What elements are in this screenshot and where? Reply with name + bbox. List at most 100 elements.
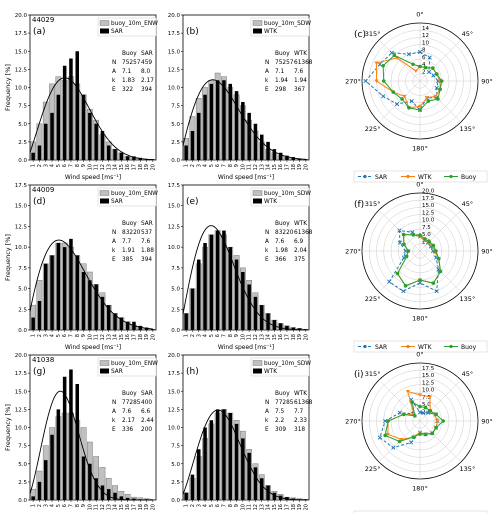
point-sar bbox=[431, 73, 436, 78]
point-buoy bbox=[386, 419, 390, 423]
table-cell: A bbox=[112, 409, 116, 415]
point-buoy bbox=[436, 256, 441, 261]
legend-swatch-sar bbox=[100, 28, 109, 34]
radial-tick-label: 14 bbox=[422, 26, 429, 32]
radial-tick-label: 2 bbox=[422, 69, 426, 75]
table-cell: 1.91 bbox=[122, 248, 135, 254]
point-buoy bbox=[401, 232, 406, 237]
y-tick-label: 17.5 bbox=[168, 371, 181, 377]
x-tick-label: 9 bbox=[234, 334, 240, 337]
table-cell: E bbox=[265, 87, 269, 93]
point-buoy bbox=[418, 404, 422, 409]
x-tick-label: 2 bbox=[37, 334, 43, 337]
point-buoy bbox=[400, 97, 404, 101]
point-sar bbox=[421, 410, 426, 416]
x-tick-label: 20 bbox=[303, 164, 309, 170]
point-buoy bbox=[418, 233, 422, 237]
x-tick-label: 15 bbox=[272, 504, 278, 510]
x-tick-label: 12 bbox=[100, 504, 106, 510]
x-tick-label: 19 bbox=[144, 164, 150, 170]
table-cell: N bbox=[265, 60, 269, 66]
table-cell: 7.5 bbox=[275, 409, 285, 415]
bar-sar bbox=[50, 434, 54, 500]
bar-wtk bbox=[247, 284, 251, 330]
table-cell: k bbox=[112, 248, 116, 254]
legend-label: SAR bbox=[111, 29, 123, 35]
x-tick-label: 8 bbox=[75, 504, 81, 507]
bar-sar bbox=[56, 409, 61, 500]
radial-tick-label: 7.5 bbox=[422, 395, 431, 401]
x-tick-label: 13 bbox=[259, 504, 265, 510]
point-sar bbox=[417, 280, 423, 286]
x-tick-label: 2 bbox=[37, 164, 43, 167]
x-tick-label: 12 bbox=[253, 504, 259, 510]
y-tick-label: 12.5 bbox=[15, 224, 28, 230]
point-buoy bbox=[428, 408, 433, 413]
table-cell: E bbox=[265, 257, 269, 263]
point-wtk bbox=[418, 393, 422, 397]
polar-grid-spoke bbox=[419, 80, 462, 123]
legend-label: WTK bbox=[264, 29, 277, 35]
point-sar bbox=[397, 410, 403, 415]
x-tick-label: 10 bbox=[240, 164, 246, 170]
radial-tick-label: 10.0 bbox=[422, 388, 435, 394]
point-buoy bbox=[403, 284, 408, 288]
x-tick-label: 7 bbox=[68, 504, 74, 507]
y-tick-label: 15.0 bbox=[168, 204, 181, 210]
table-header: SAR bbox=[141, 391, 153, 397]
x-tick-label: 16 bbox=[278, 164, 284, 170]
x-tick-label: 9 bbox=[81, 164, 87, 167]
bar-sar bbox=[94, 123, 98, 160]
table-cell: 2.17 bbox=[141, 78, 154, 84]
y-tick-label: 20.0 bbox=[168, 353, 181, 359]
radial-tick-label: 10.0 bbox=[422, 218, 435, 224]
radial-tick-label: 10 bbox=[422, 40, 429, 46]
x-tick-label: 4 bbox=[203, 504, 209, 507]
bar-sar bbox=[144, 327, 149, 330]
panel-label: (i) bbox=[354, 370, 364, 380]
bar-sar bbox=[151, 329, 155, 330]
bar-sar bbox=[106, 489, 111, 500]
x-tick-label: 3 bbox=[43, 504, 49, 507]
histogram-panel-a: 0.02.55.07.510.012.515.017.520.01 2 3 4 5 6 7 8… bbox=[4, 13, 158, 181]
bar-wtk bbox=[253, 467, 258, 500]
legend-label: Buoy bbox=[461, 344, 477, 351]
x-tick-label: 3 bbox=[196, 334, 202, 337]
y-tick-label: 17.5 bbox=[168, 183, 181, 189]
y-tick-label: 0.0 bbox=[18, 158, 27, 164]
point-buoy bbox=[431, 243, 436, 248]
table-cell: A bbox=[265, 69, 269, 75]
angle-label: 270° bbox=[345, 418, 361, 426]
x-tick-label: 6 bbox=[215, 334, 221, 337]
y-axis-label: Frequency [%] bbox=[4, 234, 12, 281]
table-cell: 366 bbox=[275, 257, 286, 263]
legend-marker-sar bbox=[363, 344, 367, 349]
x-tick-label: 10 bbox=[87, 164, 93, 170]
point-buoy bbox=[438, 269, 443, 274]
x-tick-label: 8 bbox=[75, 334, 81, 337]
x-axis-label: Wind speed [ms⁻¹] bbox=[218, 174, 274, 181]
point-sar bbox=[406, 52, 412, 57]
bar-sar bbox=[31, 152, 35, 160]
x-tick-label: 16 bbox=[125, 164, 131, 170]
bar-wtk bbox=[304, 159, 308, 160]
y-axis-label: Frequency [%] bbox=[4, 404, 12, 451]
y-tick-label: 17.5 bbox=[15, 183, 28, 189]
table-cell: 61368 bbox=[294, 400, 313, 406]
panel-label: (b) bbox=[186, 27, 199, 37]
table-header: Buoy bbox=[275, 391, 290, 397]
table-cell: 83220 bbox=[122, 230, 141, 236]
x-tick-label: 7 bbox=[221, 504, 227, 507]
table-cell: 7.6 bbox=[141, 239, 151, 245]
point-sar bbox=[377, 62, 382, 67]
bar-sar bbox=[69, 238, 73, 330]
x-tick-label: 11 bbox=[94, 334, 100, 340]
table-header: Buoy bbox=[122, 391, 137, 397]
angle-label: 180° bbox=[412, 315, 428, 323]
point-sar bbox=[401, 289, 406, 294]
bar-sar bbox=[106, 145, 111, 160]
table-header: Buoy bbox=[122, 221, 137, 227]
y-tick-label: 2.5 bbox=[18, 140, 27, 146]
x-tick-label: 17 bbox=[284, 504, 290, 510]
